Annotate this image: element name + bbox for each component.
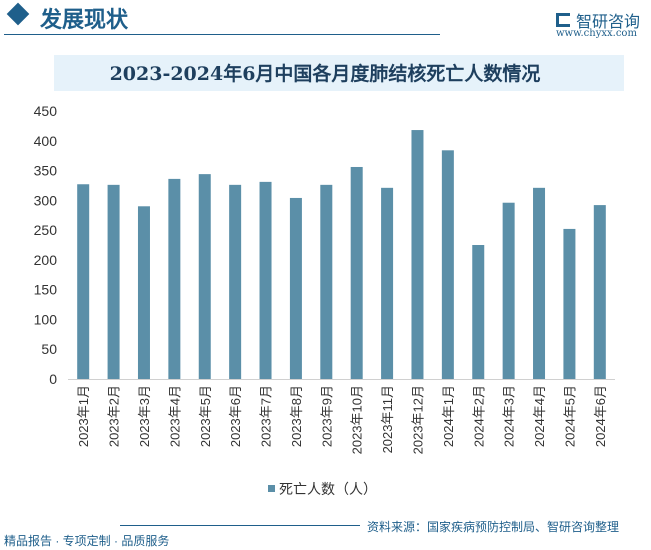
- footer-slogan: 精品报告 · 专项定制 · 品质服务: [4, 534, 170, 548]
- brand-logo: 智研咨询: [556, 8, 640, 32]
- header-divider: [4, 34, 440, 35]
- chart-title-box: [54, 55, 624, 91]
- bar: [229, 184, 242, 379]
- bar: [533, 187, 546, 379]
- y-tick-label: 0: [49, 371, 57, 387]
- bar: [563, 228, 576, 379]
- x-tick-label: 2023年2月: [107, 385, 122, 447]
- bar: [593, 205, 606, 379]
- y-tick-label: 50: [41, 341, 57, 357]
- source-note: 资料来源：国家疾病预防控制局、智研咨询整理: [367, 520, 620, 534]
- bar: [107, 184, 120, 379]
- legend-swatch: [268, 485, 275, 492]
- x-tick-label: 2023年12月: [410, 385, 425, 454]
- x-tick-label: 2024年6月: [593, 385, 608, 447]
- bar: [198, 174, 211, 379]
- x-tick-label: 2023年10月: [350, 385, 365, 454]
- y-tick-label: 200: [34, 252, 58, 268]
- bar: [289, 197, 302, 379]
- x-tick-label: 2023年7月: [259, 385, 274, 447]
- bar: [77, 184, 90, 379]
- y-tick-label: 100: [34, 311, 58, 327]
- x-tick-label: 2024年4月: [532, 385, 547, 447]
- bar: [472, 245, 485, 379]
- x-tick-label: 2023年1月: [76, 385, 91, 447]
- bar: [441, 150, 454, 379]
- footer-divider: [120, 525, 360, 526]
- x-tick-label: 2023年6月: [228, 385, 243, 447]
- chart-title: 2023-2024年6月中国各月度肺结核死亡人数情况: [110, 62, 541, 85]
- y-tick-label: 300: [34, 192, 58, 208]
- x-tick-label: 2023年3月: [137, 385, 152, 447]
- section-title: 发展现状: [40, 8, 129, 33]
- logo-text: 智研咨询: [576, 12, 641, 31]
- y-tick-label: 250: [34, 222, 58, 238]
- bar: [259, 181, 272, 379]
- x-tick-label: 2023年4月: [167, 385, 182, 447]
- x-tick-label: 2023年9月: [319, 385, 334, 447]
- legend-label: 死亡人数（人）: [279, 481, 377, 497]
- y-tick-label: 350: [34, 163, 58, 179]
- bar: [168, 178, 181, 379]
- bar: [320, 184, 333, 379]
- bar: [381, 187, 394, 379]
- bar: [502, 202, 515, 379]
- x-tick-label: 2023年8月: [289, 385, 304, 447]
- x-tick-label: 2024年5月: [562, 385, 577, 447]
- x-tick-label: 2024年2月: [471, 385, 486, 447]
- y-tick-label: 150: [34, 282, 58, 298]
- y-tick-label: 450: [34, 103, 58, 119]
- bar: [137, 206, 150, 379]
- x-tick-label: 2023年5月: [198, 385, 213, 447]
- site-url: www.chyxx.com: [556, 28, 637, 39]
- x-tick-label: 2024年3月: [502, 385, 517, 447]
- x-tick-label: 2023年11月: [380, 385, 395, 453]
- y-tick-label: 400: [34, 133, 58, 149]
- bar: [411, 130, 424, 379]
- x-tick-label: 2024年1月: [441, 385, 456, 447]
- logo-icon: [556, 13, 570, 27]
- bar: [350, 166, 363, 379]
